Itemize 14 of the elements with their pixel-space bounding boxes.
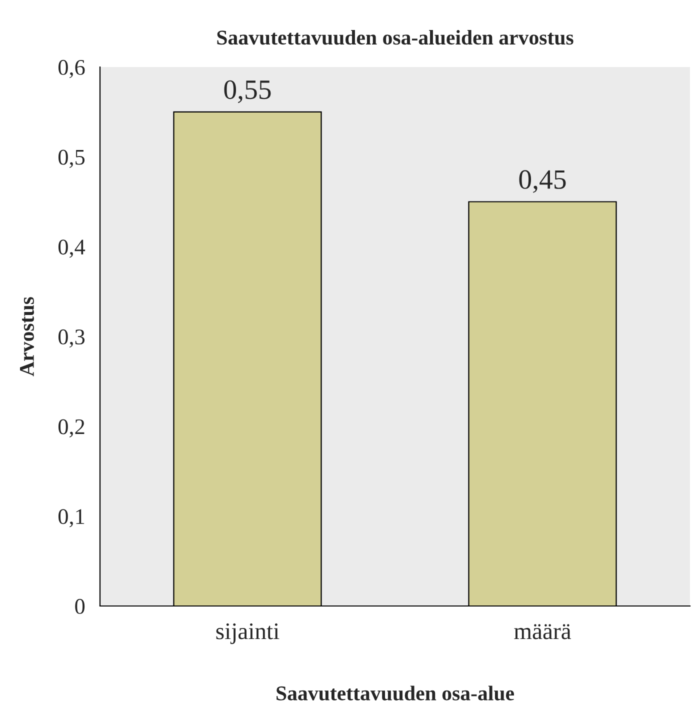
data-label: 0,45 [519,170,566,193]
x-axis-title: Saavutettavuuden osa-alue [276,686,514,700]
y-axis-title: Arvostus [20,297,34,376]
y-tick-label: 0,3 [58,329,85,348]
y-tick-label: 0 [75,598,85,614]
x-tick-label: sijainti [216,623,280,644]
chart-title: Saavutettavuuden osa-alueiden arvostus [217,30,574,45]
y-tick-label: 0,5 [58,150,85,168]
y-tick-label: 0,6 [58,60,85,78]
y-tick-label: 0,1 [58,509,84,528]
data-label: 0,55 [224,80,271,104]
y-tick-label: 0,2 [58,419,84,438]
x-tick-label: määrä [514,624,572,640]
y-tick-label: 0,4 [58,240,86,258]
